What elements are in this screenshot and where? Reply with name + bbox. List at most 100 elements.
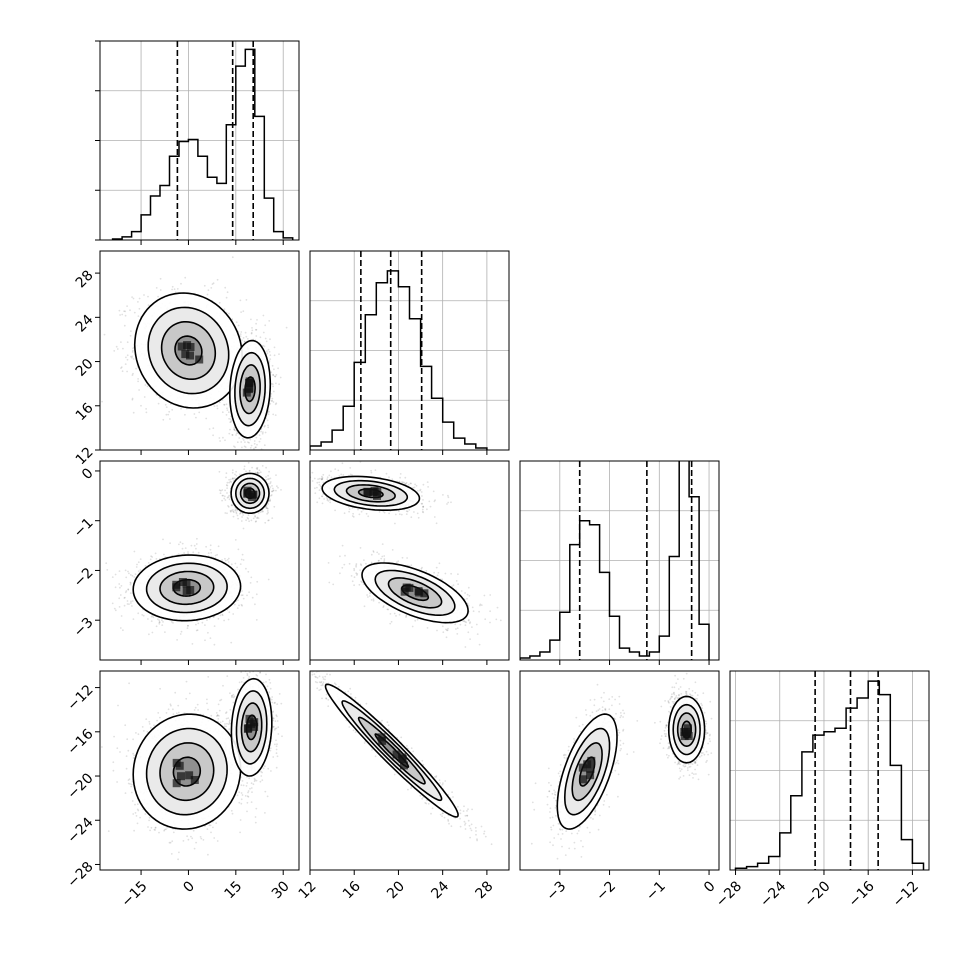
scatter-point <box>129 583 132 586</box>
scatter-point <box>123 604 126 607</box>
scatter-point <box>183 552 186 554</box>
scatter-point <box>267 507 269 510</box>
scatter-point <box>245 335 248 338</box>
scatter-point <box>134 573 137 576</box>
scatter-point <box>238 437 241 439</box>
scatter-point <box>132 347 135 350</box>
scatter-point <box>133 311 136 314</box>
scatter-point <box>123 597 126 599</box>
scatter-point <box>169 542 172 545</box>
scatter-point <box>261 465 264 467</box>
scatter-point <box>243 445 246 448</box>
scatter-point <box>232 613 235 615</box>
scatter-point <box>114 586 117 589</box>
scatter-point <box>176 288 179 290</box>
scatter-point <box>241 437 244 440</box>
scatter-point <box>218 470 221 473</box>
scatter-point <box>228 312 230 315</box>
scatter-point <box>113 607 116 610</box>
panel-0-0 <box>95 40 300 245</box>
scatter-point <box>203 284 206 287</box>
scatter-point <box>116 348 119 350</box>
scatter-point <box>147 618 149 620</box>
scatter-point <box>221 489 224 491</box>
scatter-point <box>227 561 230 563</box>
scatter-point <box>131 374 134 376</box>
scatter-point <box>235 321 238 324</box>
scatter-point <box>157 402 160 405</box>
scatter-point <box>158 621 161 623</box>
scatter-point <box>226 496 229 499</box>
scatter-point <box>137 301 139 303</box>
scatter-point <box>269 358 272 360</box>
scatter-point <box>126 603 129 605</box>
scatter-point <box>133 576 136 578</box>
scatter-point <box>125 576 128 579</box>
scatter-point <box>213 405 216 407</box>
scatter-point <box>237 599 239 602</box>
scatter-point <box>267 519 269 522</box>
scatter-point <box>121 370 124 373</box>
scatter-point <box>273 354 276 357</box>
scatter-point <box>232 515 235 518</box>
scatter-point <box>228 611 231 614</box>
scatter-point <box>158 396 161 399</box>
scatter-point <box>269 402 272 405</box>
scatter-point <box>272 373 274 376</box>
scatter-point <box>244 446 247 448</box>
scatter-point <box>234 473 236 476</box>
scatter-point <box>241 604 244 607</box>
scatter-point <box>123 324 126 327</box>
scatter-point <box>234 446 236 449</box>
scatter-point <box>229 510 232 513</box>
scatter-point <box>126 370 128 373</box>
scatter-point <box>275 402 278 405</box>
scatter-point <box>253 447 255 450</box>
scatter-point <box>270 371 273 374</box>
scatter-point <box>237 548 240 551</box>
scatter-point <box>250 318 252 321</box>
scatter-point <box>259 438 262 440</box>
scatter-point <box>131 356 133 359</box>
scatter-point <box>234 539 237 541</box>
scatter-point <box>213 625 216 627</box>
scatter-point <box>269 338 271 341</box>
scatter-point <box>225 472 228 475</box>
scatter-point <box>254 603 256 606</box>
scatter-point <box>255 328 257 331</box>
scatter-point <box>193 544 196 547</box>
scatter-point <box>265 479 268 481</box>
scatter-point <box>131 600 134 602</box>
scatter-point <box>119 314 121 316</box>
scatter-point <box>228 417 231 420</box>
scatter-point <box>197 622 200 625</box>
scatter-point <box>198 411 201 414</box>
scatter-point <box>271 399 274 402</box>
scatter-point <box>262 314 265 317</box>
scatter-point <box>278 353 280 355</box>
scatter-point <box>250 444 253 447</box>
scatter-point <box>223 403 226 406</box>
panel-1-1 <box>309 250 510 455</box>
scatter-point <box>236 607 239 609</box>
scatter-point <box>242 310 245 313</box>
scatter-point <box>195 623 197 626</box>
scatter-point <box>137 561 140 564</box>
scatter-point <box>150 615 153 618</box>
scatter-point <box>231 504 234 507</box>
scatter-point <box>262 431 264 433</box>
scatter-point <box>267 578 270 581</box>
scatter-point <box>245 299 248 301</box>
scatter-point <box>131 351 134 353</box>
scatter-point <box>266 350 268 352</box>
scatter-point <box>132 372 134 375</box>
scatter-point <box>241 339 243 342</box>
scatter-point <box>145 411 148 414</box>
scatter-point <box>280 489 282 491</box>
scatter-point <box>226 291 229 294</box>
scatter-point <box>181 547 184 550</box>
scatter-point <box>252 517 255 520</box>
scatter-point <box>195 543 198 545</box>
scatter-point <box>124 569 127 572</box>
scatter-point <box>268 519 270 522</box>
